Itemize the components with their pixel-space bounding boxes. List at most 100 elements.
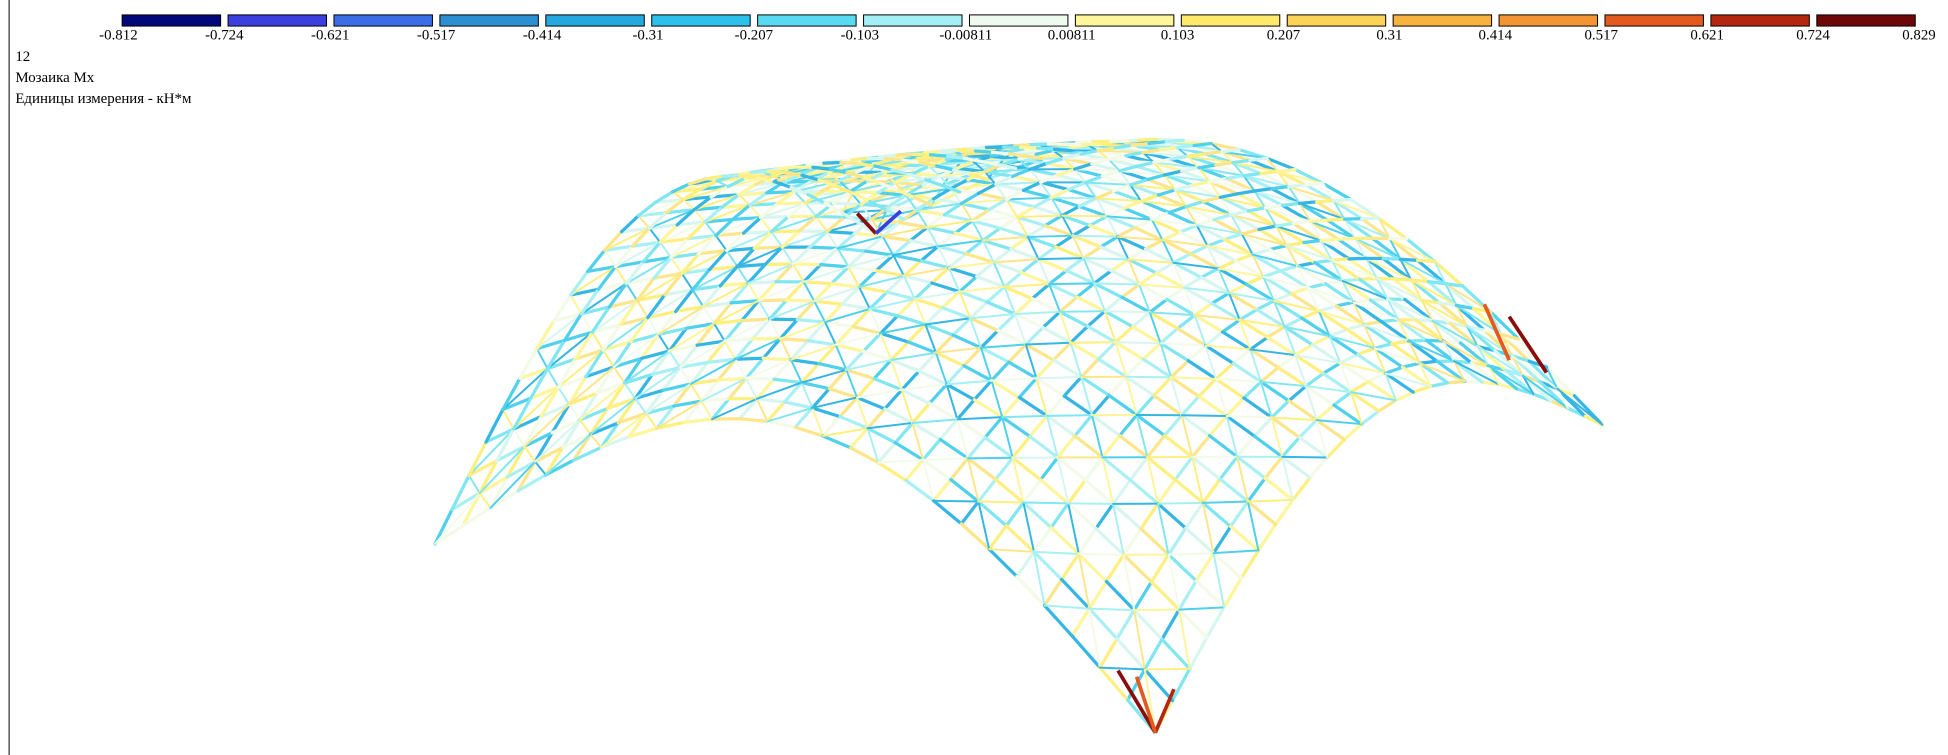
mesh-bar	[1077, 283, 1094, 297]
mesh-bar	[757, 399, 785, 402]
mesh-bar	[978, 502, 1023, 503]
mesh-bar	[1265, 457, 1282, 478]
mesh-bar	[591, 434, 602, 447]
mesh-bar	[1047, 396, 1064, 416]
mesh-bar	[1145, 639, 1162, 669]
mesh-bar	[1006, 198, 1051, 200]
mesh-bar	[1165, 415, 1182, 435]
mesh-bar	[1413, 386, 1430, 392]
mesh-bar	[727, 251, 738, 267]
mesh-bar	[1064, 377, 1081, 396]
mesh-bar	[1079, 554, 1124, 555]
mesh-bar	[1034, 552, 1079, 554]
mesh-bar	[1287, 243, 1304, 246]
mesh-bar	[1385, 367, 1402, 373]
mesh-bar	[1205, 332, 1222, 346]
mesh-bar	[1261, 171, 1278, 173]
mesh-bar	[1199, 379, 1216, 396]
mesh-bar	[1056, 236, 1073, 247]
mesh-bar	[1171, 156, 1188, 159]
mesh-bar	[1066, 258, 1083, 270]
mesh-bar	[804, 282, 832, 284]
mesh-bar	[1116, 342, 1161, 343]
mesh-bar	[754, 232, 771, 249]
mesh-bar	[1002, 416, 1047, 417]
mesh-bar	[1184, 277, 1201, 287]
mesh-bar	[1310, 457, 1327, 477]
mosaic-title: Мозаика Mx	[15, 70, 94, 86]
mesh-bar	[1135, 220, 1152, 228]
mesh-bar	[1208, 239, 1225, 246]
mesh-bar	[805, 203, 816, 216]
mesh-bar	[814, 301, 825, 322]
mesh-bar	[1103, 171, 1120, 176]
mesh-bar	[1013, 436, 1030, 457]
mesh-bar	[1222, 150, 1239, 152]
mesh-bar	[1253, 249, 1270, 254]
mesh-bar	[1166, 140, 1183, 141]
mesh-bar	[934, 480, 951, 501]
mesh-bar	[637, 301, 648, 318]
mesh-bar	[671, 257, 682, 273]
mesh-bar	[1242, 234, 1287, 246]
mesh-bar	[1216, 363, 1233, 379]
mesh-bar	[1298, 263, 1315, 266]
mesh-bar	[1015, 299, 1032, 314]
mesh-bar	[802, 383, 830, 389]
mesh-bar	[1060, 311, 1105, 312]
mesh-bar	[989, 549, 1017, 576]
mesh-bar	[1233, 160, 1250, 162]
mesh-bar	[1306, 374, 1323, 387]
mesh-bar	[1141, 195, 1158, 201]
mesh-bar	[1045, 605, 1090, 608]
mesh-bar	[1045, 605, 1073, 636]
mesh-bar	[694, 210, 705, 222]
mesh-bar	[1216, 163, 1233, 165]
mesh-bar	[1315, 260, 1332, 262]
mesh-bar	[1124, 201, 1141, 208]
mesh-bar	[878, 443, 895, 463]
mesh-bar	[970, 302, 987, 318]
mesh-bar	[927, 227, 955, 233]
mesh-bar	[1079, 529, 1096, 554]
legend-swatch	[1711, 15, 1809, 26]
mesh-bar	[1088, 311, 1105, 326]
mesh-bar	[816, 216, 827, 231]
mesh-bar	[838, 248, 866, 251]
mesh-bar	[785, 402, 813, 408]
mesh-bar	[735, 359, 746, 378]
mesh-bar	[859, 287, 887, 292]
mesh-bar	[824, 163, 841, 164]
mesh-bar	[1096, 191, 1113, 198]
legend-swatch	[864, 15, 962, 26]
mesh-bar	[1186, 503, 1203, 528]
mesh-bar	[1147, 435, 1164, 457]
mesh-bar	[728, 187, 739, 195]
mesh-bar	[1259, 226, 1276, 229]
mesh-bar	[1116, 327, 1133, 343]
mesh-bar	[1304, 241, 1321, 243]
mesh-bar	[968, 458, 1013, 459]
mesh-bar	[759, 300, 787, 301]
mesh-bar	[936, 348, 981, 353]
mesh-bar	[1171, 377, 1216, 379]
mesh-bar	[729, 378, 746, 398]
mesh-bar	[1218, 261, 1235, 269]
mesh-bar	[1330, 329, 1347, 336]
legend-swatch	[1499, 15, 1597, 26]
mesh-bar	[1227, 398, 1244, 416]
mesh-bar	[1278, 355, 1295, 367]
mesh-bar	[883, 236, 911, 240]
mesh-bar	[1023, 503, 1068, 504]
mesh-bar	[825, 322, 853, 326]
mesh-bar	[1150, 299, 1167, 312]
mesh-bar	[833, 203, 861, 204]
mesh-bar	[1182, 396, 1199, 415]
legend-label: -0.103	[841, 28, 879, 44]
mesh-bar	[1285, 318, 1302, 327]
mesh-bar	[878, 460, 923, 463]
mesh-bar	[868, 423, 913, 428]
mesh-bar	[831, 284, 859, 287]
mesh-bar	[1353, 300, 1370, 302]
mesh-bar	[1154, 377, 1171, 395]
